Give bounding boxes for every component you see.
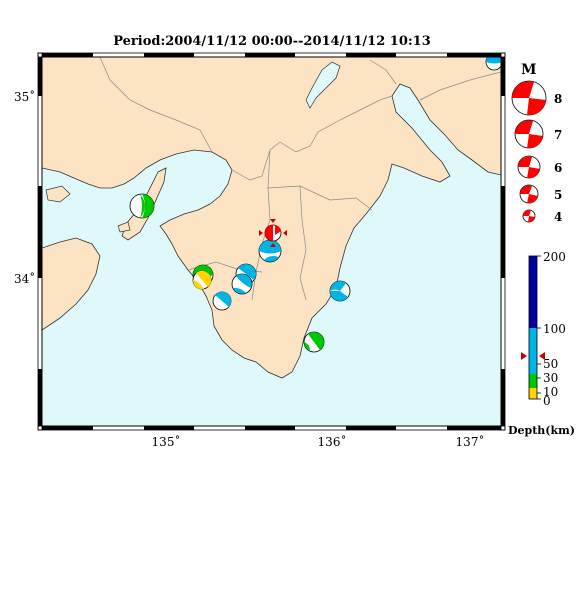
legend-title: M	[521, 62, 537, 78]
depth-band-shallow	[529, 374, 537, 388]
event-nara-south[interactable]	[258, 239, 282, 263]
depth-marker-icon	[521, 352, 545, 360]
event-latest-nara[interactable]	[259, 219, 287, 247]
depth-tick-50: 50	[543, 357, 558, 371]
legend-label-4: 4	[554, 210, 562, 224]
lat-label-35: 35˚	[14, 89, 35, 104]
map-area[interactable]	[42, 54, 502, 426]
event-shionomisaki[interactable]	[303, 331, 325, 353]
depth-tick-0: 0	[543, 394, 551, 408]
legend-ball-6	[517, 155, 541, 179]
legend-label-5: 5	[554, 188, 562, 202]
depth-colorbar: 200 100 50 30 10 0 Depth(km)	[508, 250, 575, 437]
legend-ball-7	[514, 119, 544, 149]
event-wakayama-shallow[interactable]	[192, 270, 212, 290]
lat-label-34: 34˚	[14, 271, 35, 286]
legend-ball-8	[511, 80, 547, 116]
depth-tick-30: 30	[543, 371, 558, 385]
depth-tick-100: 100	[543, 322, 566, 336]
depth-band-mid	[529, 328, 537, 374]
event-kii-west[interactable]	[212, 291, 232, 311]
land-islet-2	[117, 221, 131, 233]
event-kumano[interactable]	[329, 280, 351, 302]
legend-label-8: 8	[554, 92, 562, 106]
depth-tick-10: 10	[543, 385, 558, 399]
magnitude-legend: M 8 7 6 5 4	[511, 62, 562, 224]
depth-tick-200: 200	[543, 250, 566, 264]
legend-label-6: 6	[554, 161, 562, 175]
legend-ball-4	[522, 209, 536, 223]
legend-ball-5	[519, 184, 539, 204]
event-aichi-corner[interactable]	[485, 54, 502, 71]
map-frame	[37, 52, 506, 431]
land-honshu	[42, 57, 501, 379]
event-kii-central-2[interactable]	[231, 273, 253, 295]
event-awaji[interactable]	[129, 193, 155, 219]
lake-biwa	[305, 61, 341, 109]
land-shikoku	[42, 237, 101, 331]
depth-band-deep	[529, 256, 537, 328]
map-title: Period:2004/11/12 00:00--2014/11/12 10:1…	[113, 34, 431, 49]
depth-scale-label: Depth(km)	[508, 424, 575, 437]
focal-mechanisms	[129, 54, 502, 353]
lon-label-135: 135˚	[152, 434, 181, 449]
lon-label-136: 136˚	[318, 434, 347, 449]
depth-band-surface	[529, 388, 537, 399]
land-islet-1	[45, 185, 71, 203]
lon-label-137: 137˚	[456, 434, 485, 449]
legend-label-7: 7	[554, 128, 562, 142]
